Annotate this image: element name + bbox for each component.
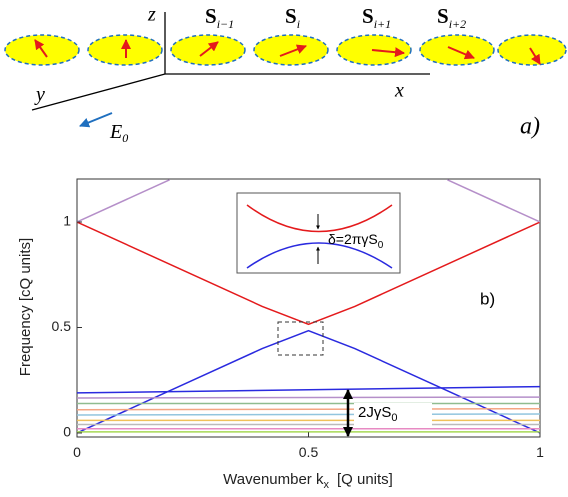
axis-label: z	[147, 4, 156, 26]
zoom-box	[278, 322, 323, 355]
series-line	[77, 331, 540, 433]
x-tick-label: 0	[73, 444, 81, 460]
series-line	[77, 180, 170, 222]
series-line	[447, 180, 540, 222]
spin-label: Si−1	[205, 4, 234, 31]
spin-label: Si+1	[362, 4, 391, 31]
spin-label: Si	[285, 4, 300, 31]
series-line	[77, 409, 540, 410]
x-axis-label: Wavenumber kx[Q units]	[223, 471, 393, 491]
field-label: E0	[109, 121, 128, 145]
panel-label: b)	[480, 289, 495, 308]
x-tick-label: 1	[536, 444, 544, 460]
y-axis-label: Frequency [cQ units]	[17, 238, 34, 376]
y-tick-label: 0.5	[52, 318, 72, 334]
y-tick-label: 1	[63, 213, 71, 229]
figure: z y x E0 a) Si−1 Si Si+1 Si+2 0 0.5 1 0 0.5 1…	[0, 0, 568, 497]
series-line	[77, 397, 540, 398]
page: {"schematic": { "spins": [{"symbol": "S"…	[0, 0, 568, 497]
series-line	[77, 414, 540, 415]
axis-label: x	[394, 80, 404, 102]
spin-label: Si+2	[437, 4, 466, 31]
axis-label: y	[34, 84, 45, 106]
x-tick-label: 0.5	[299, 444, 319, 460]
series-line	[77, 387, 540, 393]
field-arrow	[80, 113, 112, 126]
panel-label: a)	[520, 114, 540, 140]
spin-chain	[5, 35, 566, 65]
y-tick-label: 0	[63, 424, 71, 440]
